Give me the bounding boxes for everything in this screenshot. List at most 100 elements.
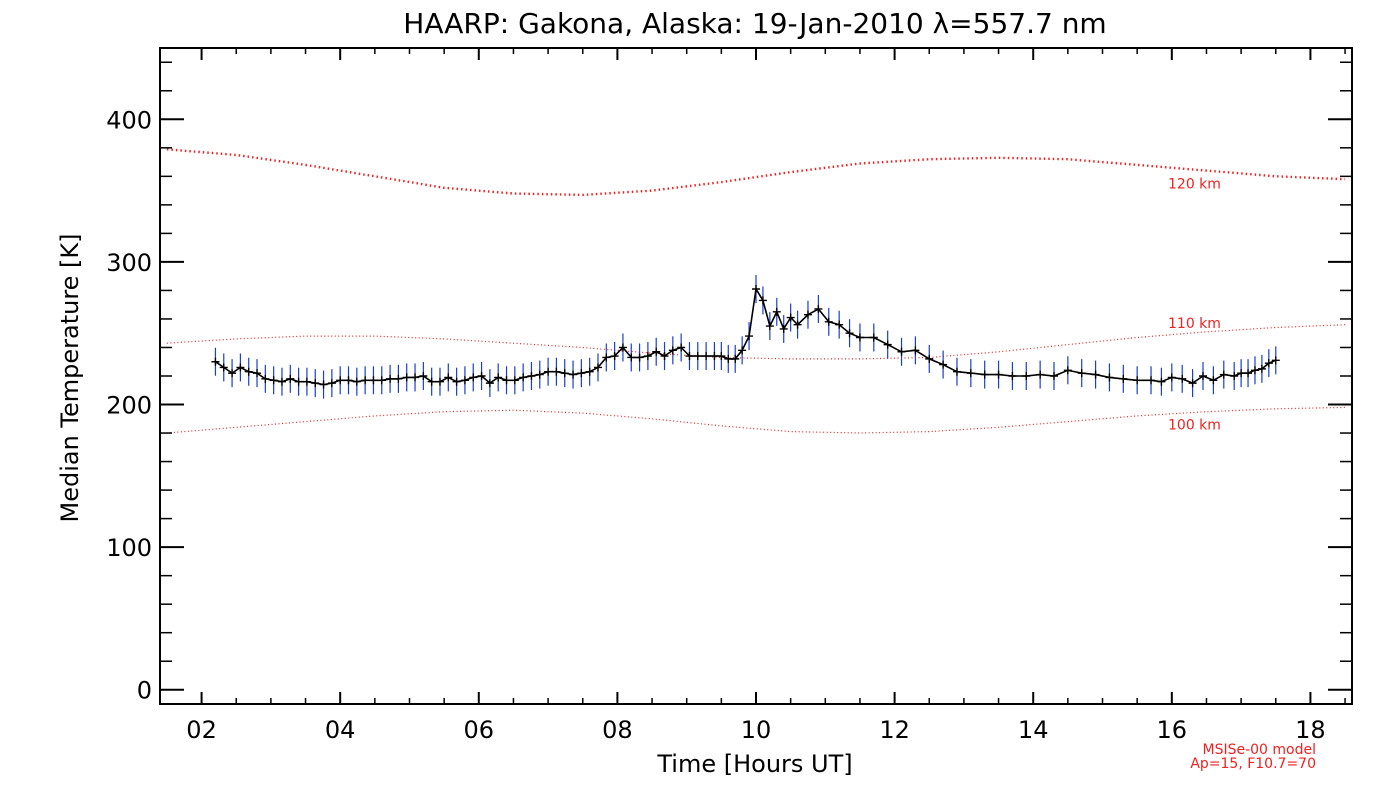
data-point <box>693 352 702 361</box>
x-tick-label: 12 <box>879 716 910 744</box>
data-point <box>1264 359 1273 368</box>
data-point <box>668 346 677 355</box>
model-label-100-km: 100 km <box>1168 418 1221 434</box>
data-point <box>1257 364 1266 373</box>
data-point <box>1219 370 1228 379</box>
x-tick-label: 14 <box>1018 716 1049 744</box>
model-curve-110-km <box>166 324 1346 360</box>
data-point <box>336 376 345 385</box>
y-tick-label: 200 <box>106 392 152 420</box>
data-point <box>402 373 411 382</box>
data-point <box>452 377 461 386</box>
data-point <box>786 313 795 322</box>
x-tick-label: 10 <box>741 716 772 744</box>
data-point <box>1063 366 1072 375</box>
data-point <box>294 377 303 386</box>
x-tick-label: 08 <box>602 716 633 744</box>
model-curve-100-km <box>166 406 1346 434</box>
data-point <box>1167 373 1176 382</box>
data-point <box>793 320 802 329</box>
data-point <box>752 285 760 294</box>
data-point <box>1209 376 1218 385</box>
data-point <box>765 322 774 331</box>
data-point <box>1105 373 1114 382</box>
data-point <box>253 369 262 378</box>
data-point <box>994 370 1003 379</box>
x-tick-label: 18 <box>1295 716 1326 744</box>
data-point <box>724 354 733 363</box>
measured-temperature-line <box>214 286 1277 386</box>
data-point <box>1050 372 1058 380</box>
y-tick-label: 100 <box>106 534 152 562</box>
data-point <box>569 370 578 379</box>
data-point <box>758 296 767 305</box>
data-point <box>394 374 403 383</box>
y-tick-label: 0 <box>137 677 152 705</box>
data-point <box>1157 377 1166 386</box>
data-point <box>855 333 864 342</box>
data-point <box>702 352 711 361</box>
data-point <box>952 367 961 376</box>
data-point <box>1022 372 1031 380</box>
data-point <box>244 367 253 376</box>
data-point <box>211 357 220 366</box>
data-point <box>717 352 726 361</box>
data-point <box>269 376 278 385</box>
data-point <box>1036 370 1045 379</box>
axis-ticks: 02 04 06 08 10 12 14 16 18 0 100 200 300 400 <box>106 48 1352 744</box>
data-point <box>1250 366 1259 375</box>
data-point <box>477 372 486 380</box>
x-tick-label: 06 <box>464 716 495 744</box>
data-point <box>745 332 754 341</box>
data-point <box>610 352 619 361</box>
data-point <box>560 369 569 378</box>
data-point <box>869 333 878 342</box>
data-point <box>939 360 948 369</box>
data-point <box>469 373 478 382</box>
data-point <box>286 374 295 383</box>
data-point <box>824 317 833 326</box>
data-point <box>494 373 503 382</box>
model-note-line: Ap=15, F10.7=70 <box>1190 756 1316 772</box>
data-point <box>1147 376 1156 385</box>
data-point <box>502 376 511 385</box>
data-point <box>344 376 353 385</box>
data-point <box>1133 376 1142 385</box>
chart-title: HAARP: Gakona, Alaska: 19-Jan-2010 λ=557… <box>403 7 1106 40</box>
x-axis-label: Time [Hours UT] <box>656 750 852 778</box>
data-point <box>585 367 594 376</box>
data-point <box>277 377 286 386</box>
data-point <box>1237 369 1246 378</box>
data-point <box>835 320 844 329</box>
data-point <box>883 340 892 349</box>
plot-frame <box>159 47 1353 705</box>
data-point <box>519 373 528 382</box>
data-point <box>627 353 636 362</box>
data-point <box>731 354 740 363</box>
data-point <box>635 353 644 362</box>
data-point <box>319 380 328 389</box>
data-point <box>1244 369 1253 378</box>
data-point <box>911 346 920 355</box>
data-point <box>485 379 494 388</box>
data-point <box>361 376 370 385</box>
data-point <box>377 376 386 385</box>
data-point <box>552 367 561 376</box>
data-point <box>327 379 336 388</box>
data-point <box>1119 374 1128 383</box>
data-point <box>593 363 602 372</box>
data-point <box>772 307 781 316</box>
data-point <box>577 369 586 378</box>
data-point <box>444 373 453 382</box>
data-point <box>427 377 436 386</box>
model-label-120-km: 120 km <box>1168 177 1221 193</box>
data-point <box>302 377 311 386</box>
data-point <box>1271 356 1280 365</box>
data-point <box>261 374 270 383</box>
data-point <box>643 352 652 361</box>
data-point <box>925 354 934 363</box>
y-tick-label: 400 <box>106 106 152 134</box>
data-point <box>352 377 361 386</box>
data-point <box>1230 372 1239 380</box>
